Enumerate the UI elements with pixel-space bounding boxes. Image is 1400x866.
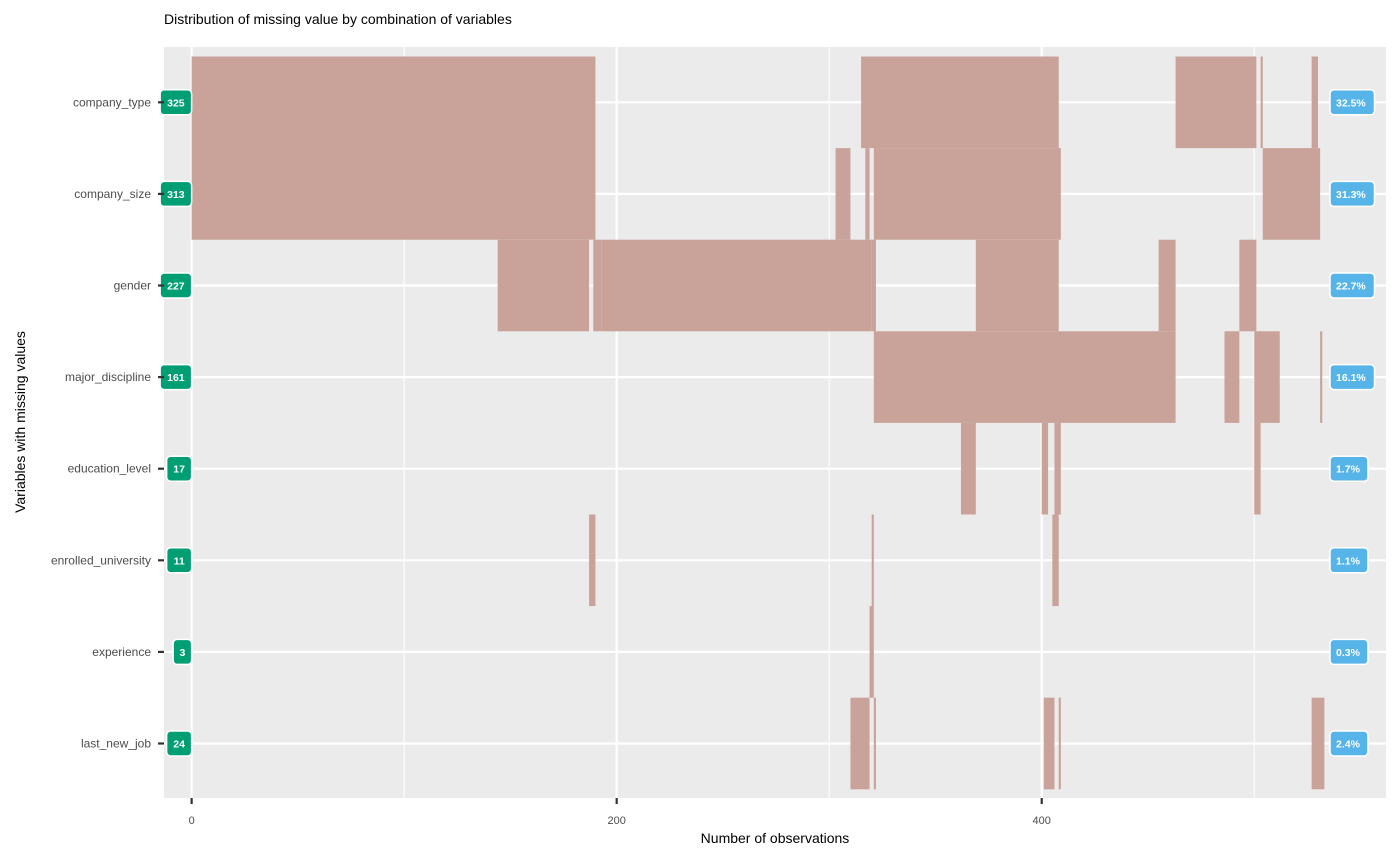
missing-segment	[1320, 331, 1323, 423]
missing-segment	[871, 514, 874, 607]
missing-segment	[1311, 697, 1325, 790]
y-tick-label: company_type	[73, 95, 151, 109]
missing-percent-badge	[1329, 180, 1376, 208]
missing-count-label: 17	[173, 464, 185, 476]
missing-percent-badge	[1329, 272, 1376, 299]
missing-segment	[873, 697, 876, 790]
missing-count-label: 24	[173, 739, 185, 751]
missing-count-badge	[165, 547, 193, 574]
y-tick-label: company_size	[74, 187, 151, 201]
missing-segment	[1043, 697, 1055, 790]
missing-segment	[1041, 422, 1049, 515]
y-tick-label: major_discipline	[65, 370, 151, 384]
missing-segment	[497, 239, 590, 332]
x-axis: 0 200 400	[189, 798, 1051, 827]
y-tick-label: last_new_job	[81, 737, 151, 751]
missing-count-badge	[172, 638, 193, 666]
chart-title: Distribution of missing value by combina…	[164, 11, 512, 27]
y-tick-label: experience	[92, 645, 151, 659]
missing-segment	[1262, 148, 1321, 240]
missing-percent-badge	[1329, 547, 1369, 574]
missing-segment	[975, 239, 1059, 332]
missing-segment	[869, 606, 874, 698]
missing-segment	[850, 697, 870, 790]
missing-segment	[1054, 422, 1061, 515]
missing-segment	[873, 148, 1061, 240]
badges: 325 32.5% 313 31.3% 227 22.7% 161 16.1% 17 1.7% 11…	[159, 89, 1376, 757]
missing-count-label: 3	[179, 647, 185, 659]
missing-percent-label: 1.7%	[1336, 464, 1361, 476]
missing-segment	[191, 56, 596, 240]
missing-segment	[960, 422, 976, 515]
missing-count-badge	[165, 455, 193, 482]
missing-percent-label: 32.5%	[1336, 97, 1366, 109]
missing-percent-badge	[1329, 363, 1376, 391]
missing-percent-label: 0.3%	[1336, 647, 1361, 659]
missing-segment	[1224, 331, 1240, 423]
missing-percent-label: 22.7%	[1336, 281, 1366, 293]
x-axis-title: Number of observations	[701, 830, 850, 846]
missing-count-label: 227	[167, 281, 185, 293]
missing-segment	[1175, 56, 1257, 149]
y-axis-title: Variables with missing values	[12, 331, 28, 513]
missing-segment	[1254, 331, 1280, 423]
missing-segment	[861, 56, 1055, 149]
missing-segment	[873, 331, 1176, 423]
missing-percent-label: 16.1%	[1336, 372, 1366, 384]
missing-segment	[1158, 239, 1176, 332]
missing-segment	[1239, 239, 1257, 332]
missing-segment	[1058, 697, 1061, 790]
missing-count-label: 313	[167, 189, 185, 201]
missing-segment	[1052, 56, 1059, 149]
missing-segment	[835, 148, 851, 240]
missing-percent-label: 31.3%	[1336, 189, 1366, 201]
missing-segment	[1052, 514, 1059, 607]
x-tick-label: 400	[1033, 815, 1051, 827]
missing-segment	[865, 148, 870, 240]
y-tick-label: education_level	[68, 462, 151, 476]
missing-segment	[1260, 56, 1263, 149]
missing-count-label: 161	[167, 372, 185, 384]
missing-segment	[871, 239, 876, 332]
missing-segment	[601, 239, 872, 332]
missing-percent-label: 2.4%	[1336, 739, 1361, 751]
missing-segment	[593, 239, 602, 332]
missing-count-label: 325	[167, 97, 185, 109]
x-tick-label: 200	[607, 815, 625, 827]
missing-segment	[589, 514, 596, 607]
x-tick-label: 0	[189, 815, 195, 827]
missing-count-badge	[165, 730, 193, 757]
missing-segment	[1311, 56, 1318, 149]
missing-segment	[1254, 422, 1261, 515]
missing-percent-badge	[1329, 730, 1369, 757]
y-tick-label: enrolled_university	[51, 553, 151, 567]
missing-segments	[191, 56, 1325, 790]
missing-percent-badge	[1329, 455, 1369, 482]
missing-percent-badge	[1329, 89, 1376, 116]
missing-percent-badge	[1329, 638, 1369, 666]
missing-count-label: 11	[174, 555, 185, 567]
missing-percent-label: 1.1%	[1336, 555, 1361, 567]
y-tick-label: gender	[114, 279, 151, 293]
